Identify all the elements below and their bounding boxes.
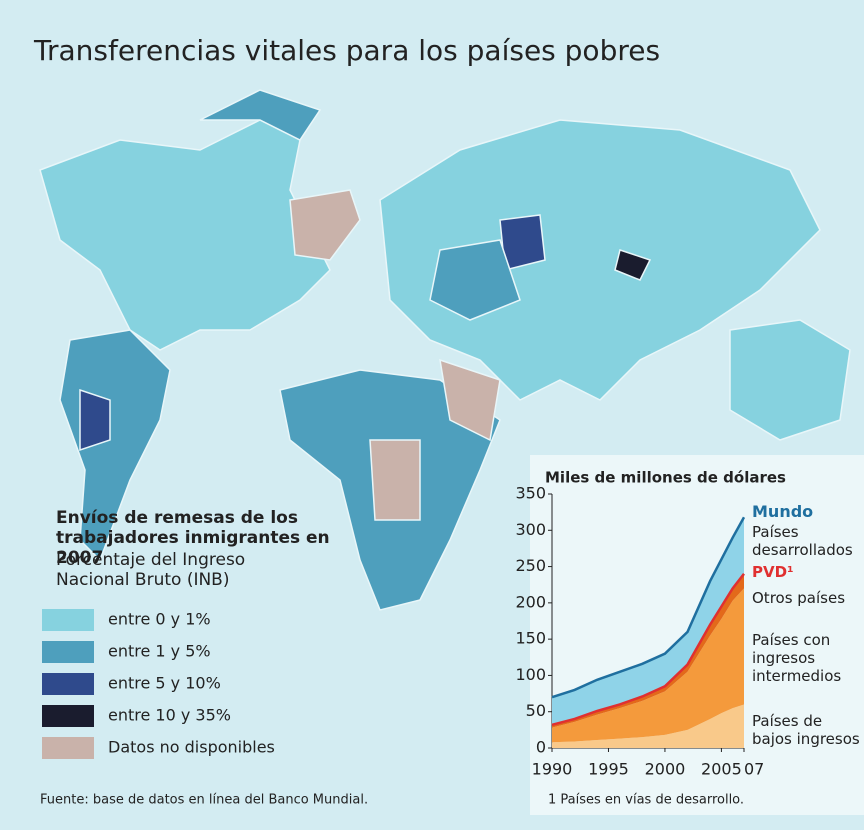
north-america xyxy=(39,119,331,351)
source: Fuente: base de datos en línea del Banco… xyxy=(40,793,368,808)
x-tick-label: 07 xyxy=(744,760,764,779)
series-label: Países con ingresos intermedios xyxy=(752,631,842,685)
page-title: Transferencias vitales para los países p… xyxy=(33,34,660,67)
legend-label: entre 1 y 5% xyxy=(108,642,211,661)
chart-title: Miles de millones de dólares xyxy=(545,469,786,487)
legend-label: entre 5 y 10% xyxy=(108,674,221,693)
legend-label: Datos no disponibles xyxy=(108,738,275,757)
legend-swatch xyxy=(42,705,94,727)
country xyxy=(369,439,421,521)
legend-swatch xyxy=(42,737,94,759)
country xyxy=(614,249,652,281)
legend-label: entre 10 y 35% xyxy=(108,706,231,725)
south-america xyxy=(59,329,171,562)
series-label: PVD¹ xyxy=(752,563,794,581)
footnote: 1 Países en vías de desarrollo. xyxy=(548,793,744,808)
series-label: Países de bajos ingresos xyxy=(752,712,860,748)
y-tick-label: 200 xyxy=(515,592,546,611)
y-tick-label: 50 xyxy=(526,701,546,720)
area xyxy=(552,573,744,728)
legend-swatch xyxy=(42,673,94,695)
y-tick-label: 300 xyxy=(515,520,546,539)
x-tick-label: 1995 xyxy=(588,760,629,779)
legend: entre 0 y 1% entre 1 y 5% entre 5 y 10% ent… xyxy=(42,609,275,759)
series-label: Países desarrollados xyxy=(752,523,853,559)
australia xyxy=(729,319,851,441)
legend-title: Envíos de remesas de los trabajadores in… xyxy=(56,508,330,568)
area xyxy=(552,704,744,748)
total-line xyxy=(551,573,745,726)
y-tick-label: 0 xyxy=(536,738,546,757)
greenland xyxy=(289,189,361,261)
y-tick-label: 250 xyxy=(515,556,546,575)
series-label: Otros países xyxy=(752,589,846,607)
total-line xyxy=(551,516,746,699)
legend-swatch xyxy=(42,609,94,631)
eurasia xyxy=(379,119,821,401)
land xyxy=(39,89,851,611)
x-tick-label: 2005 xyxy=(701,760,742,779)
area xyxy=(552,517,744,725)
x-tick-label: 2000 xyxy=(645,760,686,779)
y-tick-label: 350 xyxy=(515,484,546,503)
y-tick-label: 150 xyxy=(515,629,546,648)
arabia xyxy=(439,358,501,442)
legend-label: entre 0 y 1% xyxy=(108,610,211,629)
x-tick-label: 1990 xyxy=(532,760,573,779)
area xyxy=(552,588,744,743)
chart: 0 50 100 150 200 250 300 350 1990 1995 2000 2005 07 xyxy=(515,484,764,779)
country xyxy=(79,388,111,452)
series-label: Mundo xyxy=(752,502,814,521)
legend-swatch xyxy=(42,641,94,663)
country xyxy=(429,239,521,321)
y-tick-label: 100 xyxy=(515,665,546,684)
arctic xyxy=(199,89,322,141)
legend-subtitle: Porcentaje del Ingreso Nacional Bruto (I… xyxy=(56,550,246,590)
